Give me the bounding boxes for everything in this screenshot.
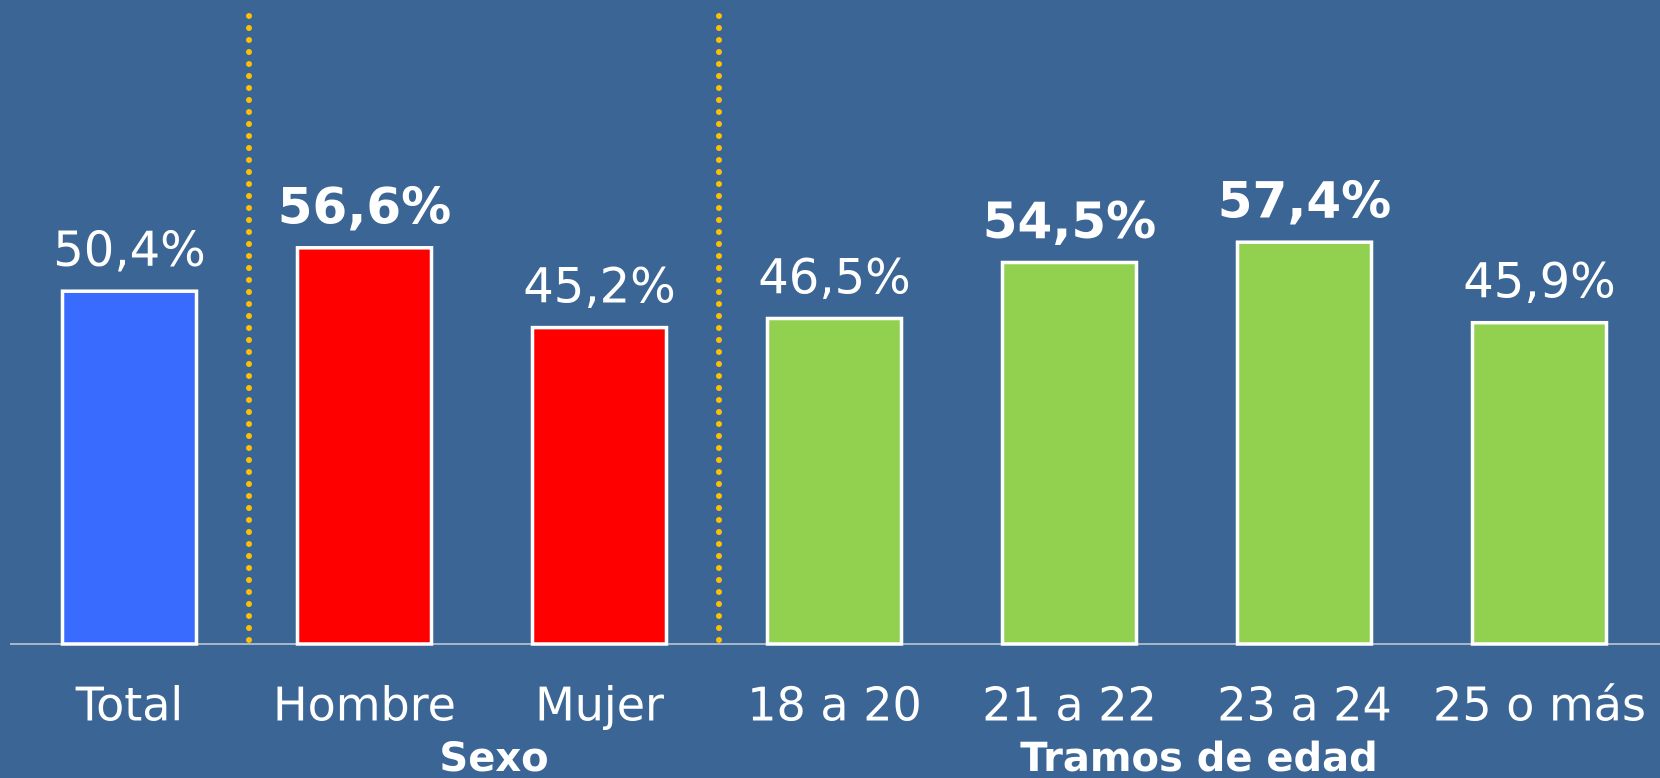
bar	[530, 325, 669, 646]
x-tick-label: 23 a 24	[1217, 678, 1392, 732]
bar	[1470, 320, 1609, 646]
bar	[765, 316, 904, 646]
x-tick-label: 21 a 22	[982, 678, 1157, 732]
value-label: 56,6%	[278, 177, 451, 235]
bar	[1235, 240, 1374, 646]
group-label: Sexo	[439, 735, 548, 778]
x-tick-label: 25 o más	[1433, 678, 1646, 732]
value-label: 45,9%	[1463, 254, 1615, 310]
value-label: 50,4%	[53, 222, 205, 278]
value-label: 57,4%	[1218, 172, 1391, 230]
value-label: 46,5%	[758, 250, 910, 306]
x-tick-label: Total	[75, 678, 183, 732]
value-label: 45,2%	[523, 259, 675, 315]
bar	[60, 289, 199, 646]
group-label: Tramos de edad	[1020, 735, 1378, 778]
bar	[295, 246, 434, 646]
value-label: 54,5%	[983, 192, 1156, 250]
x-tick-label: Mujer	[535, 678, 664, 732]
bar	[1000, 260, 1139, 646]
x-tick-label: Hombre	[273, 678, 456, 732]
x-tick-label: 18 a 20	[747, 678, 922, 732]
